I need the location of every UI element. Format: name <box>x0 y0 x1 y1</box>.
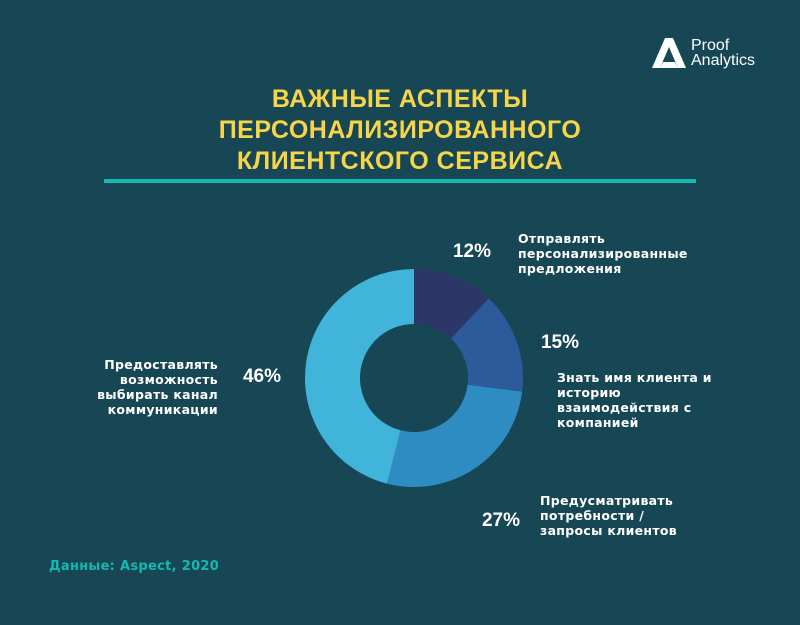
percent-label-choose-channel: 46% <box>243 366 281 387</box>
brand-line-2: Analytics <box>691 52 756 69</box>
proof-analytics-logo-icon <box>652 38 686 68</box>
page-title: ВАЖНЫЕ АСПЕКТЫ ПЕРСОНАЛИЗИРОВАННОГО КЛИЕ… <box>120 84 680 177</box>
title-line-2: ПЕРСОНАЛИЗИРОВАННОГО <box>218 116 582 144</box>
slice-label-line: Предусматривать <box>540 493 674 508</box>
donut-slice-know-client <box>450 298 523 392</box>
brand-name: Proof Analytics <box>691 37 756 69</box>
title-underline <box>104 179 696 183</box>
slice-label-line: возможность <box>119 372 218 387</box>
slice-label-line: Отправлять <box>518 231 606 246</box>
donut-slice-anticipate-needs <box>386 384 523 487</box>
slice-label-line: Знать имя клиента и <box>557 370 712 385</box>
slice-label-line: предложения <box>518 261 622 276</box>
slice-label-line: потребности / <box>540 508 645 523</box>
title-line-3: КЛИЕНТСКОГО СЕРВИСА <box>236 147 564 175</box>
slice-label-choose-channel: Предоставлять возможность выбирать канал ко… <box>60 357 218 417</box>
title-line-1: ВАЖНЫЕ АСПЕКТЫ <box>271 85 529 113</box>
brand-logo: Proof Analytics <box>652 37 756 69</box>
slice-label-line: персонализированные <box>518 246 688 261</box>
slice-label-line: запросы клиентов <box>540 523 677 538</box>
slice-label-line: коммуникации <box>107 402 218 417</box>
percent-label-anticipate-needs: 27% <box>482 510 520 531</box>
brand-line-1: Proof <box>691 37 730 54</box>
slice-label-line: Предоставлять <box>104 357 218 372</box>
slice-label-line: выбирать канал <box>97 387 218 402</box>
slice-label-line: компанией <box>557 415 639 430</box>
slice-label-anticipate-needs: Предусматривать потребности / запросы клие… <box>540 493 677 538</box>
source-note: Данные: Aspect, 2020 <box>49 559 220 574</box>
slice-label-send-offers: Отправлять персонализированные предложения <box>518 231 688 276</box>
slice-label-know-client: Знать имя клиента и историю взаимодействия… <box>557 370 712 430</box>
percent-label-know-client: 15% <box>541 332 579 353</box>
percent-label-send-offers: 12% <box>453 241 491 262</box>
donut-slice-send-offers <box>414 269 489 339</box>
donut-slice-choose-channel <box>305 269 414 484</box>
slice-label-line: историю <box>557 385 621 400</box>
slice-label-line: взаимодействия с <box>557 400 692 415</box>
